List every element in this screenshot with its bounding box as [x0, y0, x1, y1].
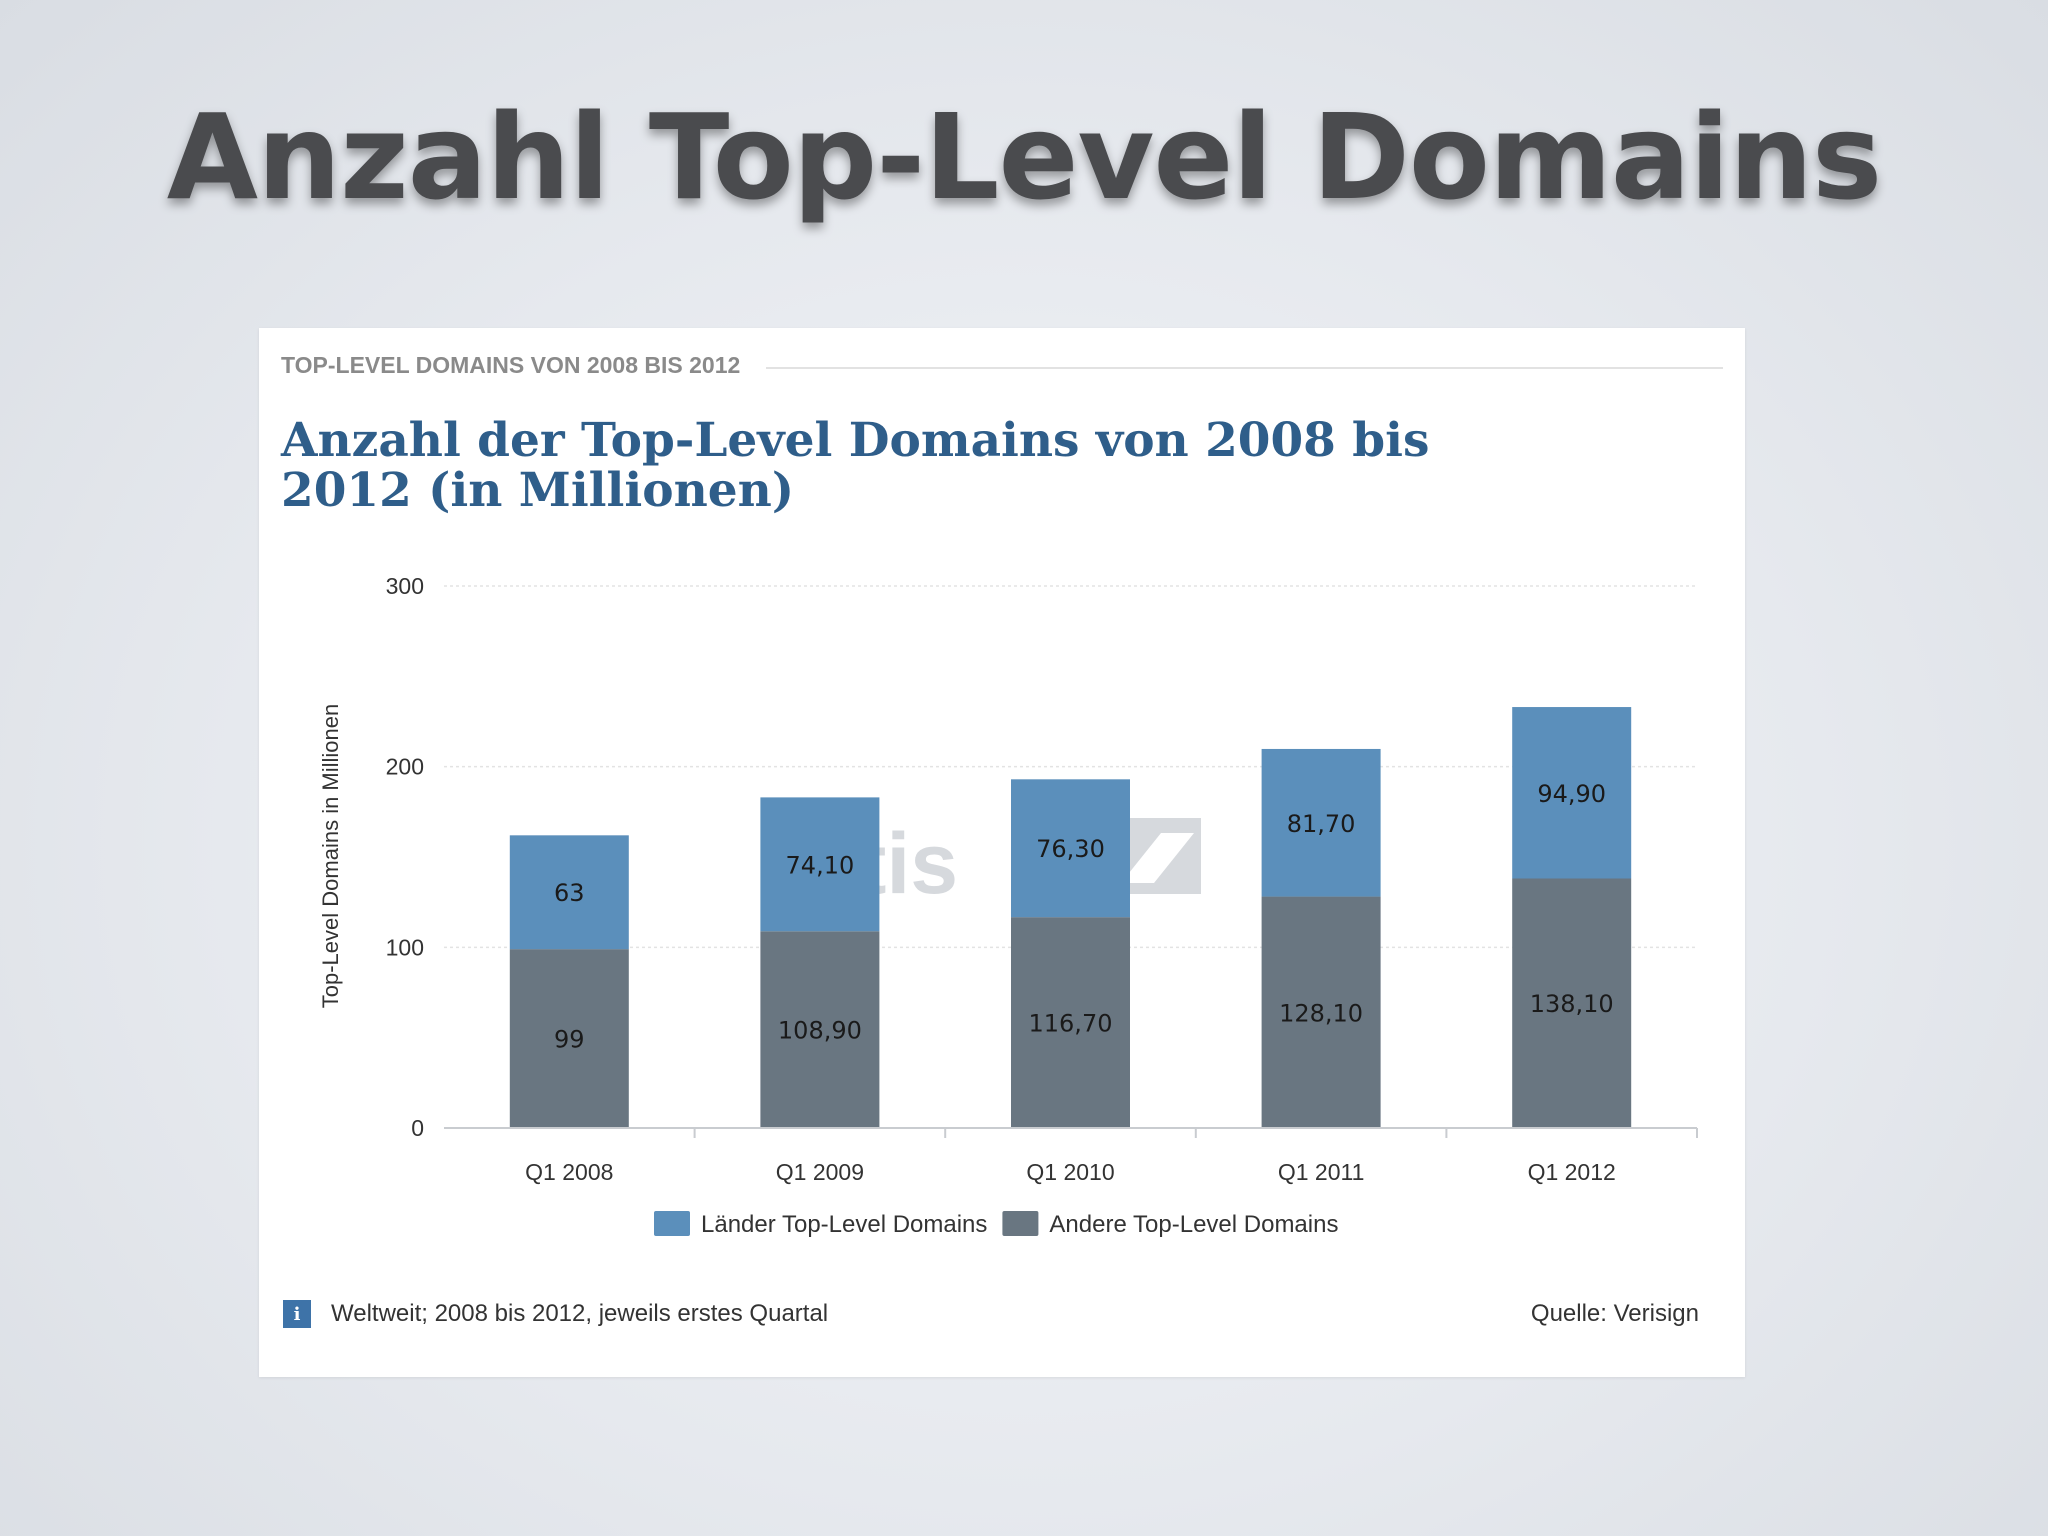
bar-data-label: 74,10 [786, 851, 855, 879]
bar-laender [509, 835, 629, 950]
bar-andere [509, 949, 629, 1128]
axes: 0 100 200 300 Q1 2008 Q1 2009 Q1 2010 Q1 2011 Q1… [386, 573, 1698, 1185]
card-kicker: TOP-LEVEL DOMAINS VON 2008 BIS 2012 [281, 351, 741, 378]
bar-andere [1261, 896, 1381, 1128]
bar-laender [760, 797, 880, 932]
y-tick-label: 100 [386, 934, 424, 960]
bar-data-label: 116,70 [1029, 1010, 1113, 1038]
y-axis-label: Top-Level Domains in Millionen [318, 704, 343, 1008]
bar-laender [1512, 707, 1632, 879]
legend-swatch-laender [654, 1211, 690, 1236]
y-tick-label: 0 [411, 1115, 424, 1141]
bar-laender [1011, 779, 1130, 918]
legend-label: Andere Top-Level Domains [1049, 1211, 1338, 1238]
x-tick-label: Q1 2012 [1528, 1159, 1616, 1185]
x-tick-label: Q1 2008 [525, 1159, 613, 1185]
legend: Länder Top-Level Domains Andere Top-Level… [654, 1211, 1338, 1238]
bar-data-label: 138,10 [1530, 990, 1614, 1018]
bar-data-label: 128,10 [1279, 999, 1363, 1027]
footnote-text: Weltweit; 2008 bis 2012, jeweils erstes … [331, 1300, 829, 1327]
bar-data-label: 99 [554, 1026, 585, 1054]
legend-swatch-andere [1002, 1211, 1039, 1236]
bar-data-label: 94,90 [1537, 780, 1606, 808]
footnote: i Weltweit; 2008 bis 2012, jeweils erste… [283, 1300, 828, 1328]
y-tick-label: 200 [386, 754, 424, 780]
bar-laender [1261, 748, 1381, 897]
slide-title: Anzahl Top-Level Domains [166, 88, 1882, 226]
bar-andere [760, 931, 880, 1128]
bar-andere [1512, 878, 1632, 1128]
stacked-bar-chart: atis 9963108,9074,10116,7076,30128,1081,… [318, 573, 1698, 1238]
bar-andere [1011, 917, 1130, 1128]
x-tick-label: Q1 2009 [776, 1159, 864, 1185]
bar-data-label: 63 [554, 879, 585, 907]
bars: 99 63 108,90 74,10 116,70 76,30 128,10 81,70 138… [509, 707, 1632, 1128]
bar-data-label: 76,30 [1036, 835, 1105, 863]
bar-data-label: 81,70 [1287, 810, 1356, 838]
chart-card: TOP-LEVEL DOMAINS VON 2008 BIS 2012 Anza… [259, 328, 1745, 1377]
header-divider [766, 367, 1723, 369]
card-header: TOP-LEVEL DOMAINS VON 2008 BIS 2012 [281, 350, 1723, 380]
x-tick-label: Q1 2011 [1278, 1159, 1365, 1185]
watermark-logo-swoosh [1121, 833, 1194, 883]
info-icon[interactable]: i [283, 1300, 311, 1328]
y-tick-label: 300 [386, 573, 424, 599]
legend-label: Länder Top-Level Domains [701, 1211, 987, 1238]
bar-data-label: 108,90 [778, 1017, 862, 1045]
x-tick-label: Q1 2010 [1026, 1159, 1114, 1185]
source-text: Quelle: Verisign [1530, 1300, 1699, 1327]
chart-title: Anzahl der Top-Level Domains von 2008 bi… [281, 413, 1430, 518]
